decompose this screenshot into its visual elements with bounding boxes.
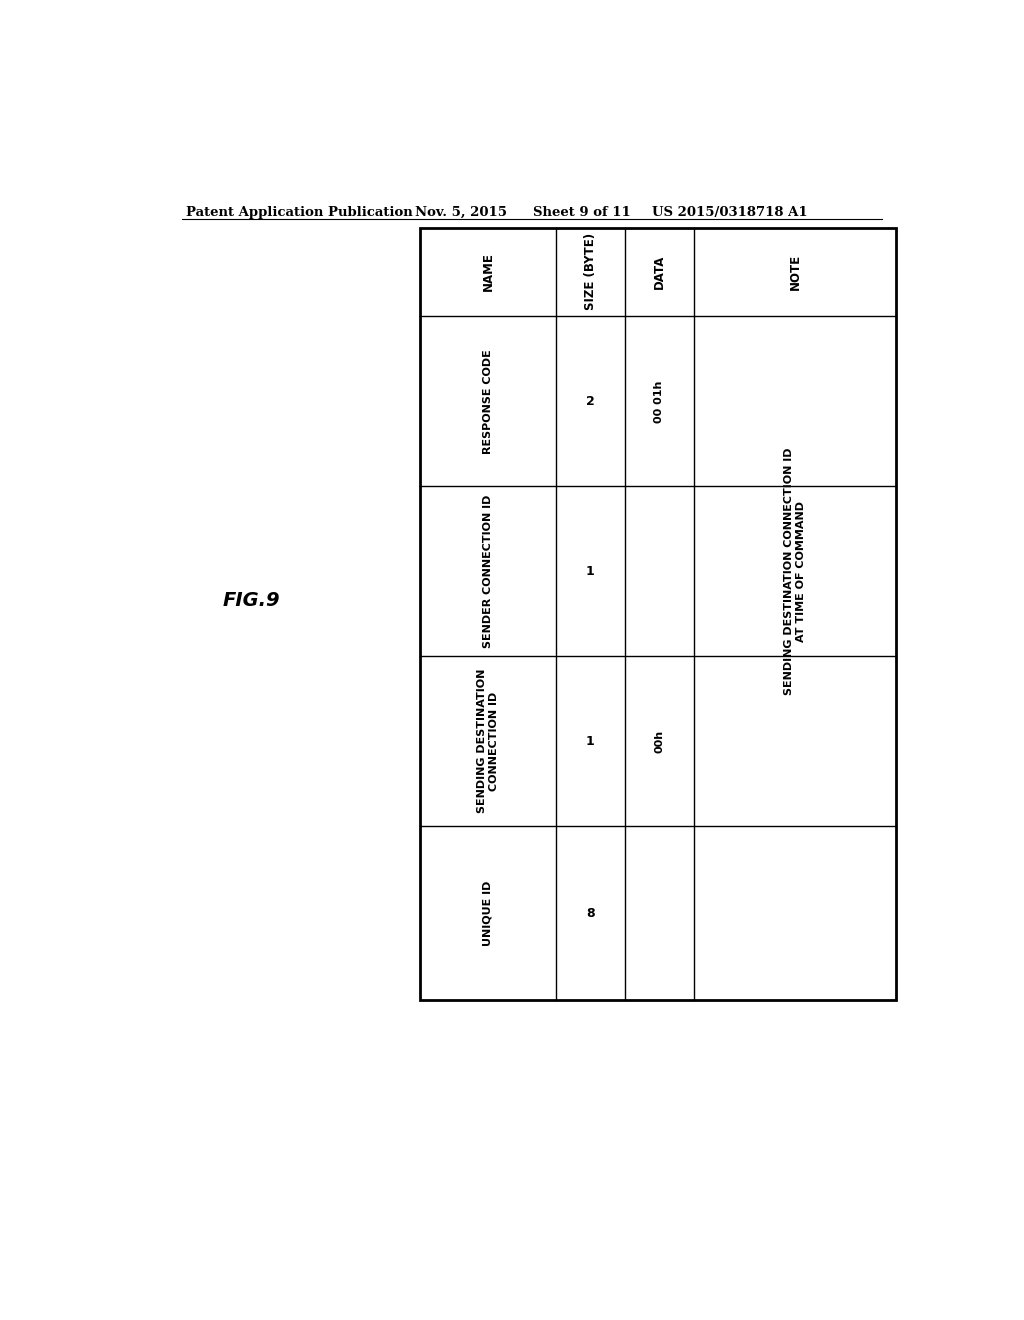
Text: SENDING DESTINATION
CONNECTION ID: SENDING DESTINATION CONNECTION ID — [477, 669, 499, 813]
Text: 00h: 00h — [654, 730, 665, 752]
Text: NAME: NAME — [481, 252, 495, 292]
Text: 1: 1 — [586, 735, 595, 747]
Text: FIG.9: FIG.9 — [222, 591, 280, 610]
Text: SENDER CONNECTION ID: SENDER CONNECTION ID — [483, 495, 493, 648]
Text: Patent Application Publication: Patent Application Publication — [186, 206, 413, 219]
Text: NOTE: NOTE — [788, 253, 802, 290]
Text: 8: 8 — [586, 907, 595, 920]
Text: US 2015/0318718 A1: US 2015/0318718 A1 — [652, 206, 807, 219]
Text: RESPONSE CODE: RESPONSE CODE — [483, 348, 493, 454]
Text: SIZE (BYTE): SIZE (BYTE) — [584, 234, 597, 310]
Text: SENDING DESTINATION CONNECTION ID
AT TIME OF COMMAND: SENDING DESTINATION CONNECTION ID AT TIM… — [784, 447, 806, 696]
Text: 2: 2 — [586, 395, 595, 408]
Text: DATA: DATA — [653, 255, 666, 289]
Text: 00 01h: 00 01h — [654, 380, 665, 422]
Bar — [420, 227, 896, 1001]
Text: UNIQUE ID: UNIQUE ID — [483, 880, 493, 945]
Text: Sheet 9 of 11: Sheet 9 of 11 — [532, 206, 631, 219]
Text: 1: 1 — [586, 565, 595, 578]
Text: Nov. 5, 2015: Nov. 5, 2015 — [416, 206, 507, 219]
